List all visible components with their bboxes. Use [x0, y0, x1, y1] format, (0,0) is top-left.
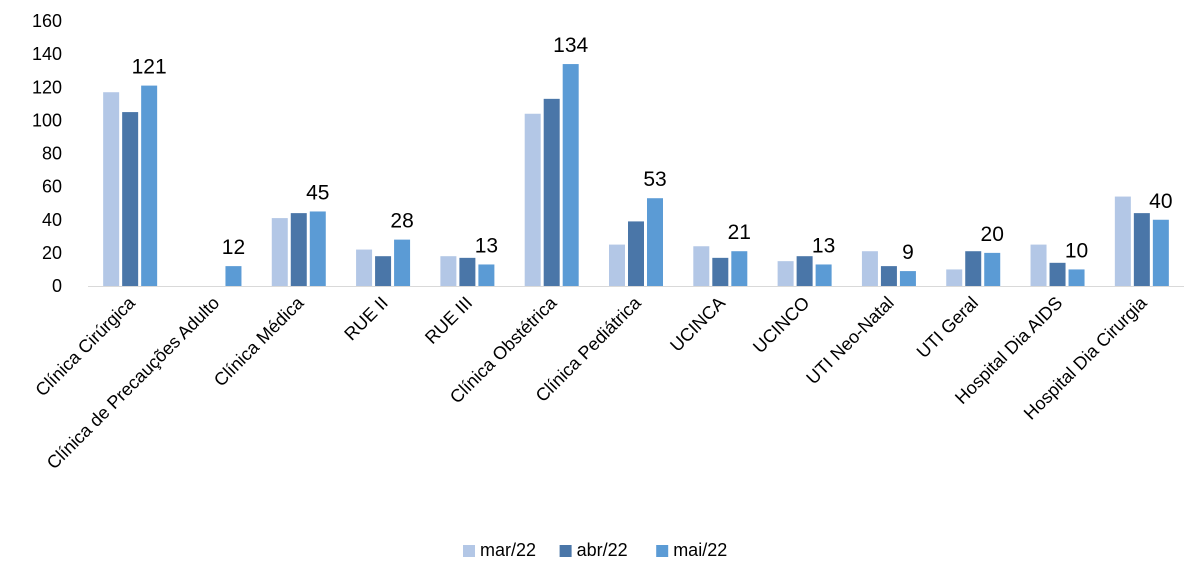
data-label: 13: [475, 234, 498, 257]
legend-label: abr/22: [577, 540, 628, 560]
bar: [880, 266, 897, 286]
bar: [103, 92, 120, 286]
x-tick-label: UTI Neo-Natal: [802, 293, 897, 388]
bar: [796, 256, 813, 286]
y-tick-label: 160: [32, 11, 62, 31]
y-tick-label: 60: [42, 177, 62, 197]
bar: [609, 244, 625, 286]
x-tick-label: RUE II: [340, 293, 392, 345]
legend: mar/22 abr/22 mai/22: [463, 540, 727, 560]
bar: [356, 249, 373, 286]
x-tick-label: Clínica de Precauções Adulto: [43, 293, 223, 473]
x-tick-label: Clínica Médica: [210, 292, 308, 390]
bar: [1133, 213, 1150, 286]
data-label: 21: [728, 221, 751, 244]
y-tick-label: 120: [32, 77, 62, 97]
bar: [141, 85, 158, 286]
y-tick-label: 80: [42, 144, 62, 164]
legend-swatch: [559, 545, 572, 557]
legend-label: mar/22: [480, 540, 536, 560]
legend-swatch: [463, 545, 475, 557]
data-label: 121: [132, 56, 167, 79]
x-tick-label: RUE III: [421, 293, 476, 348]
bar: [290, 213, 307, 286]
bar: [375, 256, 392, 286]
bar: [899, 271, 916, 286]
legend-swatch: [656, 545, 669, 557]
bar: [309, 211, 326, 286]
bar: [965, 251, 982, 286]
x-tick-label: UTI Geral: [913, 293, 982, 362]
x-tick-label: UCINCO: [749, 293, 813, 357]
bar: [1049, 262, 1066, 286]
bar: [861, 251, 878, 286]
bar: [440, 256, 457, 286]
data-label: 53: [643, 168, 666, 191]
x-tick-label: UCINCA: [666, 293, 729, 356]
y-tick-label: 20: [42, 243, 62, 263]
data-label: 134: [553, 34, 588, 57]
y-tick-label: 40: [42, 210, 62, 230]
bar: [647, 198, 663, 286]
data-label: 9: [902, 241, 914, 264]
bars: [103, 64, 1169, 286]
bar: [984, 252, 1001, 286]
y-tick-label: 100: [32, 110, 62, 130]
bar: [459, 257, 476, 286]
bar: [524, 113, 541, 286]
bar: [478, 264, 495, 286]
bar: [1152, 219, 1169, 286]
bar: [1114, 196, 1131, 286]
bar: [562, 64, 579, 286]
y-tick-label: 140: [32, 44, 62, 64]
bar: [122, 112, 139, 286]
bar: [628, 221, 644, 286]
data-label: 20: [981, 223, 1004, 246]
legend-label: mai/22: [673, 540, 727, 560]
data-label: 45: [306, 181, 329, 204]
bar: [731, 251, 748, 286]
data-labels: 121 12 45 28 13 134 53 21 13 9 20 10 40: [132, 34, 1173, 264]
bar: [1030, 244, 1047, 286]
data-label: 12: [222, 236, 245, 259]
data-label: 40: [1149, 190, 1172, 213]
bar: [777, 261, 794, 286]
bar: [815, 264, 832, 286]
bar: [1068, 269, 1085, 286]
y-tick-label: 0: [52, 276, 62, 296]
y-axis: 0 20 40 60 80 100 120 140 160: [32, 11, 62, 296]
data-label: 10: [1065, 239, 1088, 262]
bar: [712, 257, 729, 286]
bar: [543, 98, 560, 286]
bar: [271, 218, 288, 286]
data-label: 28: [390, 210, 413, 233]
data-label: 13: [812, 234, 835, 257]
bar: [693, 246, 710, 286]
bar: [225, 266, 242, 286]
bar: [946, 269, 963, 286]
bar: [394, 239, 411, 286]
